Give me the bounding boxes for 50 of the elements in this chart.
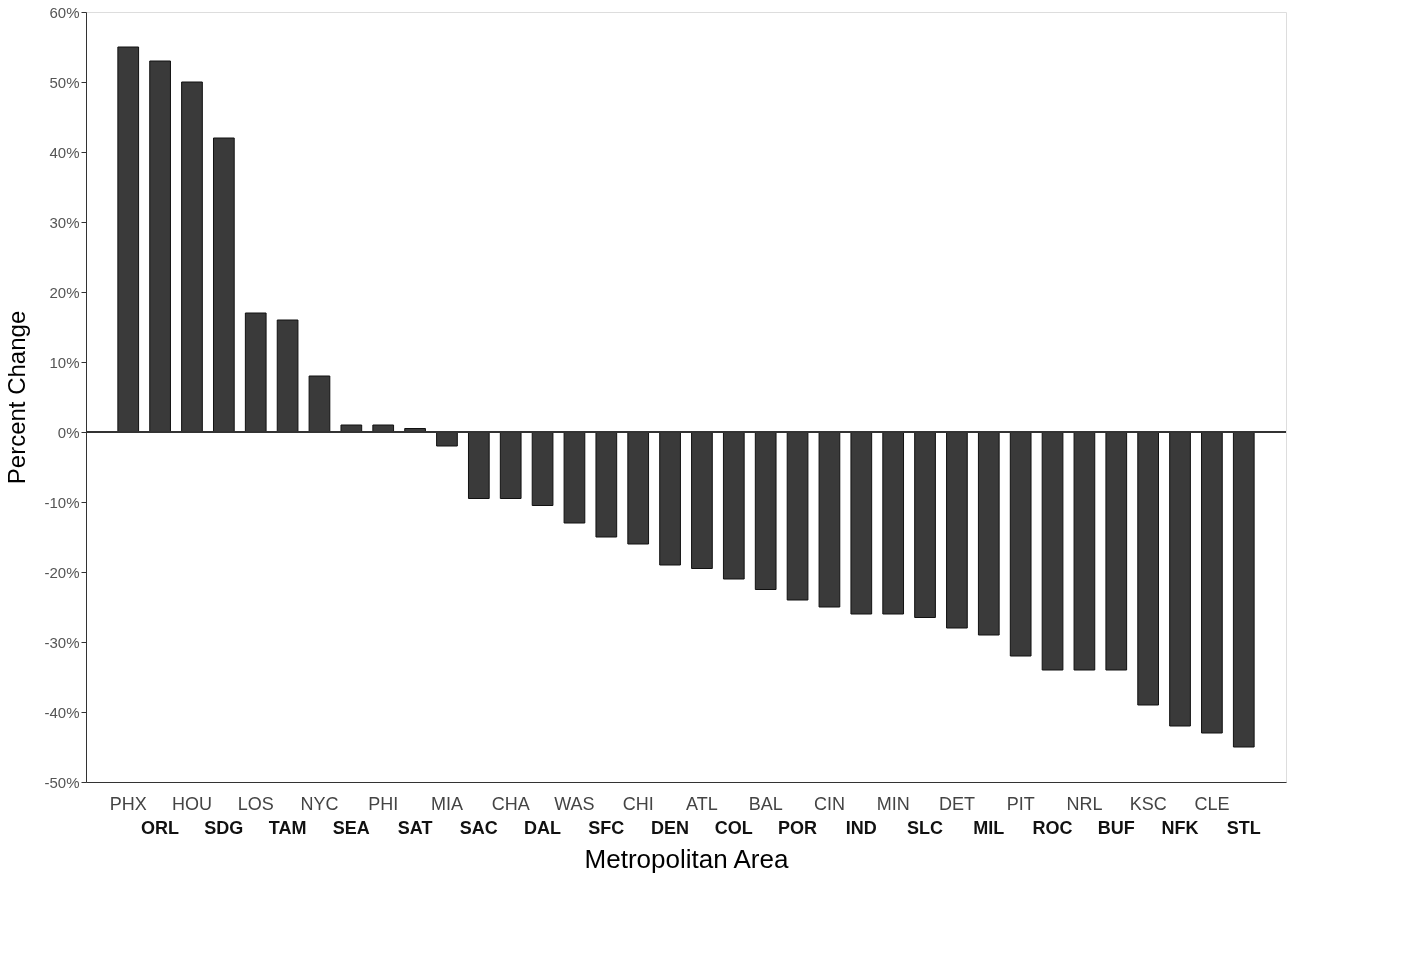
x-tick-label: HOU — [171, 794, 212, 814]
x-tick-label: CHA — [491, 794, 530, 814]
x-tick-label: TAM — [268, 818, 307, 838]
x-tick-label: BUF — [1097, 818, 1135, 838]
x-tick-label: SAT — [397, 818, 433, 838]
y-tick-label: 0% — [57, 423, 80, 441]
y-tick-label: -40% — [44, 703, 80, 721]
x-tick-label: NFK — [1161, 818, 1199, 838]
x-tick-label: MIA — [430, 794, 463, 814]
x-tick-label: DEN — [651, 818, 690, 838]
x-tick-label: DAL — [524, 818, 562, 838]
x-axis-title: Metropolitan Area — [584, 843, 789, 874]
y-tick-label: 60% — [49, 3, 80, 21]
x-tick-label: SDG — [204, 818, 244, 838]
x-tick-label: SAC — [459, 818, 498, 838]
x-tick-label: MIN — [876, 794, 910, 814]
x-tick-label: PHX — [109, 794, 147, 814]
x-tick-label: NYC — [300, 794, 339, 814]
y-tick-label: 10% — [49, 353, 80, 371]
y-tick-label: 30% — [49, 213, 80, 231]
x-tick-label: DET — [938, 794, 975, 814]
x-tick-label: KSC — [1129, 794, 1167, 814]
x-tick-label: ORL — [141, 818, 180, 838]
x-tick-label: COL — [714, 818, 753, 838]
x-tick-label: BAL — [748, 794, 783, 814]
x-tick-label: SLC — [907, 818, 944, 838]
x-tick-label: NRL — [1066, 794, 1103, 814]
x-tick-label: CLE — [1194, 794, 1230, 814]
y-tick-label: 20% — [49, 283, 80, 301]
y-tick-label: 50% — [49, 73, 80, 91]
x-tick-label: IND — [845, 818, 877, 838]
y-tick-label: -50% — [44, 773, 80, 791]
x-tick-label: POR — [778, 818, 818, 838]
x-tick-label: SFC — [588, 818, 625, 838]
x-tick-label: PHI — [368, 794, 399, 814]
x-tick-label: WAS — [554, 794, 595, 814]
x-tick-label: SEA — [332, 818, 370, 838]
y-tick-label: 40% — [49, 143, 80, 161]
x-tick-label: MIL — [973, 818, 1005, 838]
y-axis-title: Percent Change — [3, 310, 31, 485]
x-tick-label: STL — [1226, 818, 1261, 838]
x-tick-label: ROC — [1032, 818, 1073, 838]
x-tick-label: CHI — [622, 794, 654, 814]
x-tick-label: LOS — [237, 794, 274, 814]
x-tick-label: ATL — [686, 794, 718, 814]
x-tick-label: CIN — [813, 794, 845, 814]
x-tick-label: PIT — [1006, 794, 1035, 814]
y-tick-label: -20% — [44, 563, 80, 581]
y-tick-label: -10% — [44, 493, 80, 511]
y-tick-label: -30% — [44, 633, 80, 651]
